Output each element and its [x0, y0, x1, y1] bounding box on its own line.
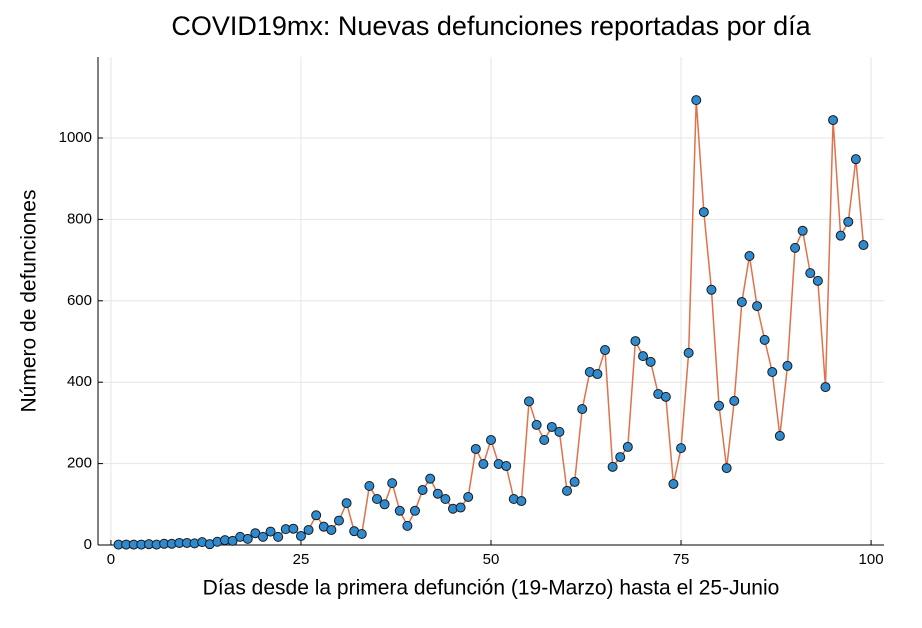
- data-point: [409, 505, 420, 516]
- data-point: [432, 488, 443, 499]
- y-axis-label: Número de defunciones: [18, 190, 41, 413]
- y-tick-label: 600: [67, 292, 92, 309]
- data-point: [486, 434, 496, 445]
- y-tick-label: 400: [67, 373, 92, 390]
- data-point: [265, 526, 276, 537]
- data-point: [744, 251, 755, 262]
- data-point: [455, 502, 466, 513]
- data-point: [622, 441, 633, 452]
- data-point: [858, 240, 869, 251]
- data-point: [714, 400, 725, 411]
- data-point: [797, 225, 808, 236]
- data-point: [311, 510, 322, 521]
- data-point: [501, 461, 512, 472]
- data-point: [402, 520, 413, 531]
- data-point: [257, 531, 268, 542]
- data-point: [607, 461, 618, 472]
- x-tick-label: 0: [107, 551, 115, 568]
- data-point: [273, 531, 284, 542]
- data-point: [683, 347, 694, 358]
- data-point: [478, 459, 489, 470]
- data-point: [835, 230, 846, 241]
- data-point: [303, 524, 314, 535]
- data-point: [600, 345, 611, 356]
- data-point: [729, 395, 740, 406]
- data-point: [676, 443, 687, 454]
- data-point: [691, 95, 702, 106]
- y-tick-label: 200: [67, 455, 92, 472]
- data-point: [288, 523, 299, 534]
- data-point: [721, 463, 732, 474]
- y-tick-label: 800: [67, 210, 92, 227]
- data-point: [668, 478, 679, 489]
- data-point: [790, 242, 801, 253]
- data-point: [767, 367, 778, 378]
- data-point: [524, 396, 535, 407]
- data-point: [387, 478, 398, 489]
- data-point: [227, 535, 238, 546]
- data-point: [828, 115, 839, 126]
- data-point: [242, 533, 253, 544]
- data-point: [660, 391, 671, 402]
- data-point: [638, 351, 649, 362]
- x-tick-label: 50: [483, 551, 500, 568]
- data-point: [615, 452, 626, 463]
- data-point: [333, 515, 344, 526]
- data-point: [805, 268, 816, 279]
- data-point: [630, 336, 641, 347]
- x-axis-label: Días desde la primera defunción (19-Marz…: [203, 577, 780, 600]
- data-point: [782, 360, 793, 371]
- data-point: [546, 421, 557, 432]
- data-point: [394, 505, 405, 516]
- data-point: [356, 529, 367, 540]
- data-point: [531, 419, 542, 430]
- data-point: [569, 476, 580, 487]
- x-tick-label: 75: [673, 551, 690, 568]
- data-point: [577, 404, 588, 415]
- data-point: [295, 531, 306, 542]
- data-point: [736, 297, 747, 308]
- x-tick-label: 100: [859, 551, 884, 568]
- data-point: [554, 426, 565, 437]
- y-tick-label: 1000: [59, 129, 92, 146]
- data-point: [371, 494, 382, 505]
- data-point: [417, 485, 428, 496]
- data-point: [326, 524, 337, 535]
- data-point: [843, 216, 854, 227]
- data-point: [774, 430, 785, 441]
- data-point: [425, 473, 436, 484]
- data-point: [341, 498, 352, 509]
- data-point: [379, 499, 390, 510]
- data-point: [470, 443, 481, 454]
- data-point: [516, 496, 527, 507]
- data-point: [539, 434, 550, 445]
- x-tick-label: 25: [293, 551, 310, 568]
- data-point: [698, 207, 709, 218]
- chart-title: COVID19mx: Nuevas defunciones reportadas…: [171, 11, 811, 41]
- data-point: [562, 485, 573, 496]
- data-point: [752, 301, 763, 312]
- data-point: [706, 284, 717, 295]
- data-point: [850, 154, 861, 165]
- data-point: [812, 275, 823, 286]
- data-point: [463, 491, 474, 502]
- data-point: [364, 480, 375, 491]
- data-point: [759, 334, 770, 345]
- data-point: [820, 382, 831, 393]
- data-point: [645, 356, 656, 367]
- y-tick-label: 0: [84, 536, 92, 553]
- data-point: [440, 494, 451, 505]
- data-point: [592, 369, 603, 380]
